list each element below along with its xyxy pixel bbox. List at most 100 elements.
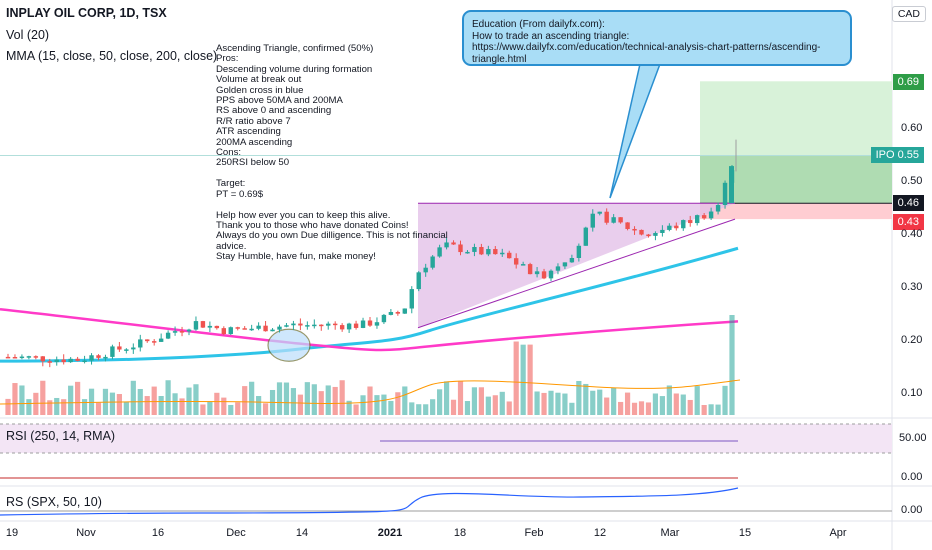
- stop-zone: [700, 203, 892, 220]
- volume-bar: [416, 404, 422, 415]
- volume-bar: [478, 387, 484, 415]
- volume-bar: [193, 384, 199, 415]
- callout-link[interactable]: https://www.dailyfx.com/education/techni…: [472, 42, 821, 65]
- volume-bar: [207, 401, 213, 415]
- candle-body: [145, 339, 150, 342]
- volume-bar: [541, 392, 547, 415]
- last-price-badge: 0.46: [892, 195, 924, 211]
- candle-body: [367, 320, 373, 326]
- candle-body: [165, 332, 171, 339]
- volume-bar: [81, 399, 88, 415]
- ma50-line: [0, 246, 739, 363]
- volume-bar: [506, 401, 512, 415]
- volume-bar: [276, 382, 283, 415]
- candle-body: [263, 325, 268, 332]
- callout-line-1: Education (From dailyfx.com):: [472, 19, 605, 30]
- volume-bar: [520, 344, 526, 415]
- candle-body: [82, 360, 87, 363]
- candle-body: [722, 182, 728, 205]
- volume-bar: [464, 401, 471, 415]
- volume-bar: [19, 385, 25, 415]
- y-tick-label: 0.20: [901, 334, 923, 346]
- candle-body: [221, 328, 227, 335]
- note-line: ATR ascending: [216, 126, 281, 138]
- candle-body: [124, 349, 129, 351]
- candle-body: [458, 244, 463, 253]
- volume-bar: [527, 344, 533, 415]
- candle-body: [729, 166, 734, 204]
- rsi-band: [0, 424, 892, 453]
- candle-body: [193, 321, 199, 330]
- volume-bar: [249, 381, 255, 415]
- candle-body: [479, 247, 484, 255]
- candle-body: [381, 314, 387, 323]
- volume-bar: [485, 396, 491, 415]
- currency-badge[interactable]: CAD: [891, 6, 926, 22]
- candle-body: [534, 271, 540, 275]
- candle-body: [305, 325, 310, 327]
- candle-body: [472, 247, 477, 252]
- candle-body: [186, 329, 192, 332]
- candle-body: [138, 339, 143, 348]
- volume-bar: [457, 380, 464, 415]
- volume-bar: [708, 404, 714, 415]
- candle-body: [507, 252, 512, 259]
- volume-bar: [673, 393, 679, 415]
- candle-body: [548, 270, 554, 279]
- volume-bar: [116, 394, 122, 415]
- candle-body: [61, 359, 66, 363]
- symbol-title: INPLAY OIL CORP, 1D, TSX: [6, 6, 167, 20]
- candle-body: [151, 341, 157, 343]
- x-tick-label: 15: [738, 527, 752, 539]
- candle-body: [12, 356, 18, 359]
- candle-body: [326, 323, 331, 326]
- y-tick-label: 0.30: [901, 281, 923, 293]
- note-line: R/R ratio above 7: [216, 115, 291, 127]
- volume-bar: [40, 380, 46, 415]
- volume-bar: [26, 399, 32, 415]
- volume-bar: [534, 391, 540, 415]
- candle-body: [19, 356, 25, 359]
- volume-bar: [701, 404, 707, 415]
- candle-body: [312, 324, 317, 327]
- volume-bar: [450, 399, 457, 415]
- volume-bar: [729, 315, 735, 415]
- volume-bar: [680, 394, 686, 415]
- candle-body: [604, 211, 609, 223]
- candle-body: [110, 346, 115, 357]
- note-line: Golden cross in blue: [216, 84, 304, 96]
- candle-body: [96, 355, 101, 358]
- x-tick-label: 19: [5, 527, 19, 539]
- volume-bar: [715, 404, 721, 415]
- candle-body: [319, 324, 324, 327]
- candle-body: [26, 356, 32, 358]
- volume-bar: [179, 398, 185, 415]
- idea-notes: Ascending Triangle, confirmed (50%) Pros:…: [216, 43, 448, 263]
- volume-bar: [645, 402, 652, 415]
- ipo-label: IPO: [875, 149, 895, 161]
- volume-bar: [381, 394, 387, 415]
- volume-bar: [88, 388, 95, 415]
- note-line: advice.: [216, 240, 247, 252]
- candle-body: [172, 331, 178, 333]
- volume-bar: [304, 382, 310, 415]
- volume-bar: [283, 382, 290, 415]
- volume-bar: [339, 380, 345, 415]
- candle-body: [639, 229, 644, 235]
- volume-bar: [33, 392, 39, 415]
- candle-body: [103, 356, 108, 359]
- volume-bar: [123, 401, 129, 415]
- volume-bar: [402, 386, 408, 415]
- candle-body: [611, 217, 616, 223]
- y-tick-label: 0.50: [901, 175, 923, 187]
- note-line: Cons:: [216, 147, 242, 159]
- volume-bar: [583, 383, 589, 415]
- x-tick-label: Dec: [226, 527, 246, 539]
- target-price-badge: 0.69: [892, 74, 924, 90]
- candle-body: [40, 356, 46, 362]
- candle-body: [388, 312, 394, 315]
- volume-bar: [624, 392, 631, 415]
- y-tick-label: 0.60: [901, 122, 923, 134]
